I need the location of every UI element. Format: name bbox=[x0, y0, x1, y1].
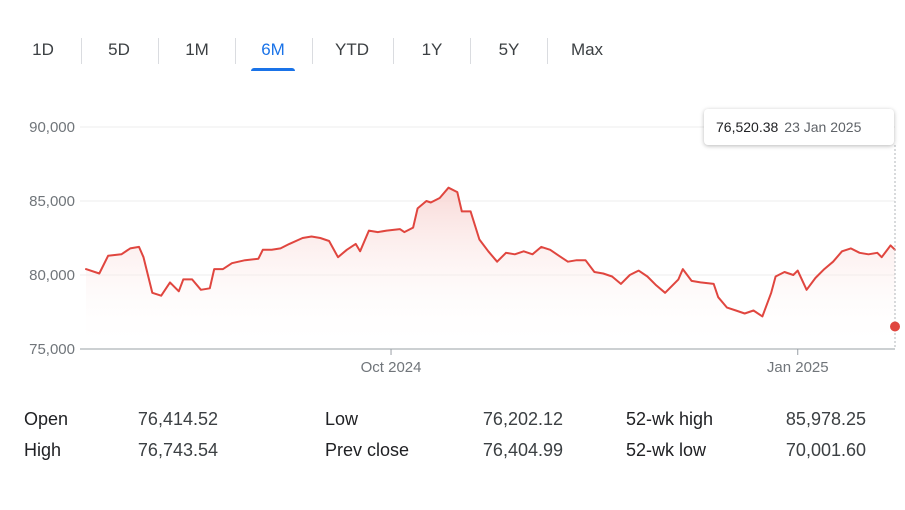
y-axis-labels: 90,000 85,000 80,000 75,000 bbox=[29, 119, 75, 358]
tab-label: 6M bbox=[261, 40, 285, 59]
tab-divider bbox=[547, 38, 548, 64]
tab-label: 5Y bbox=[498, 40, 520, 59]
tab-1m[interactable]: 1M bbox=[177, 36, 217, 64]
tab-divider bbox=[81, 38, 82, 64]
tab-5y[interactable]: 5Y bbox=[490, 36, 528, 64]
tab-label: 1D bbox=[32, 40, 54, 59]
stat-label-52wk-high: 52-wk high bbox=[626, 409, 714, 429]
stat-value-open: 76,414.52 bbox=[137, 409, 218, 429]
tooltip-value: 76,520.38 bbox=[716, 119, 779, 135]
tooltip-date: 23 Jan 2025 bbox=[784, 119, 862, 135]
active-tab-indicator bbox=[251, 68, 295, 71]
stat-value-prev-close: 76,404.99 bbox=[482, 440, 563, 460]
x-axis-ticks: Oct 2024 Jan 2025 bbox=[361, 349, 829, 376]
tab-1d[interactable]: 1D bbox=[24, 36, 62, 64]
y-tick-label: 75,000 bbox=[29, 341, 75, 358]
stat-label-52wk-low: 52-wk low bbox=[626, 440, 707, 460]
stat-label-low: Low bbox=[325, 409, 359, 429]
tab-label: 1M bbox=[185, 40, 209, 59]
y-tick-label: 90,000 bbox=[29, 119, 75, 136]
stat-label-open: Open bbox=[24, 409, 69, 429]
tab-label: 1Y bbox=[421, 40, 443, 59]
price-chart[interactable]: 90,000 85,000 80,000 75,000 Oct 2024 Jan 202… bbox=[0, 95, 905, 395]
price-tooltip: 76,520.38 23 Jan 2025 bbox=[704, 109, 894, 145]
stat-value-52wk-low: 70,001.60 bbox=[785, 440, 866, 460]
stat-value-low: 76,202.12 bbox=[482, 409, 563, 429]
range-tabs: 1D 5D 1M 6M YTD 1Y 5Y Max bbox=[0, 36, 905, 72]
stat-label-high: High bbox=[24, 440, 62, 460]
stat-value-52wk-high: 85,978.25 bbox=[785, 409, 866, 429]
y-tick-label: 80,000 bbox=[29, 267, 75, 284]
x-tick-label: Oct 2024 bbox=[361, 359, 422, 376]
current-price-marker bbox=[890, 321, 900, 332]
price-line bbox=[85, 186, 896, 318]
price-area-fill bbox=[86, 187, 895, 349]
tab-divider bbox=[235, 38, 236, 64]
tab-ytd[interactable]: YTD bbox=[330, 36, 374, 64]
tab-divider bbox=[393, 38, 394, 64]
y-tick-label: 85,000 bbox=[29, 193, 75, 210]
tab-6m[interactable]: 6M bbox=[251, 36, 295, 71]
stat-value-high: 76,743.54 bbox=[137, 440, 218, 460]
tab-max[interactable]: Max bbox=[565, 36, 609, 64]
tab-divider bbox=[470, 38, 471, 64]
tab-label: Max bbox=[570, 40, 604, 59]
stat-label-prev-close: Prev close bbox=[325, 440, 410, 460]
tab-label: 5D bbox=[108, 40, 130, 59]
x-tick-label: Jan 2025 bbox=[767, 359, 829, 376]
tab-5d[interactable]: 5D bbox=[100, 36, 138, 64]
tab-label: YTD bbox=[335, 40, 369, 59]
tab-1y[interactable]: 1Y bbox=[414, 36, 450, 64]
tab-divider bbox=[158, 38, 159, 64]
tab-divider bbox=[312, 38, 313, 64]
